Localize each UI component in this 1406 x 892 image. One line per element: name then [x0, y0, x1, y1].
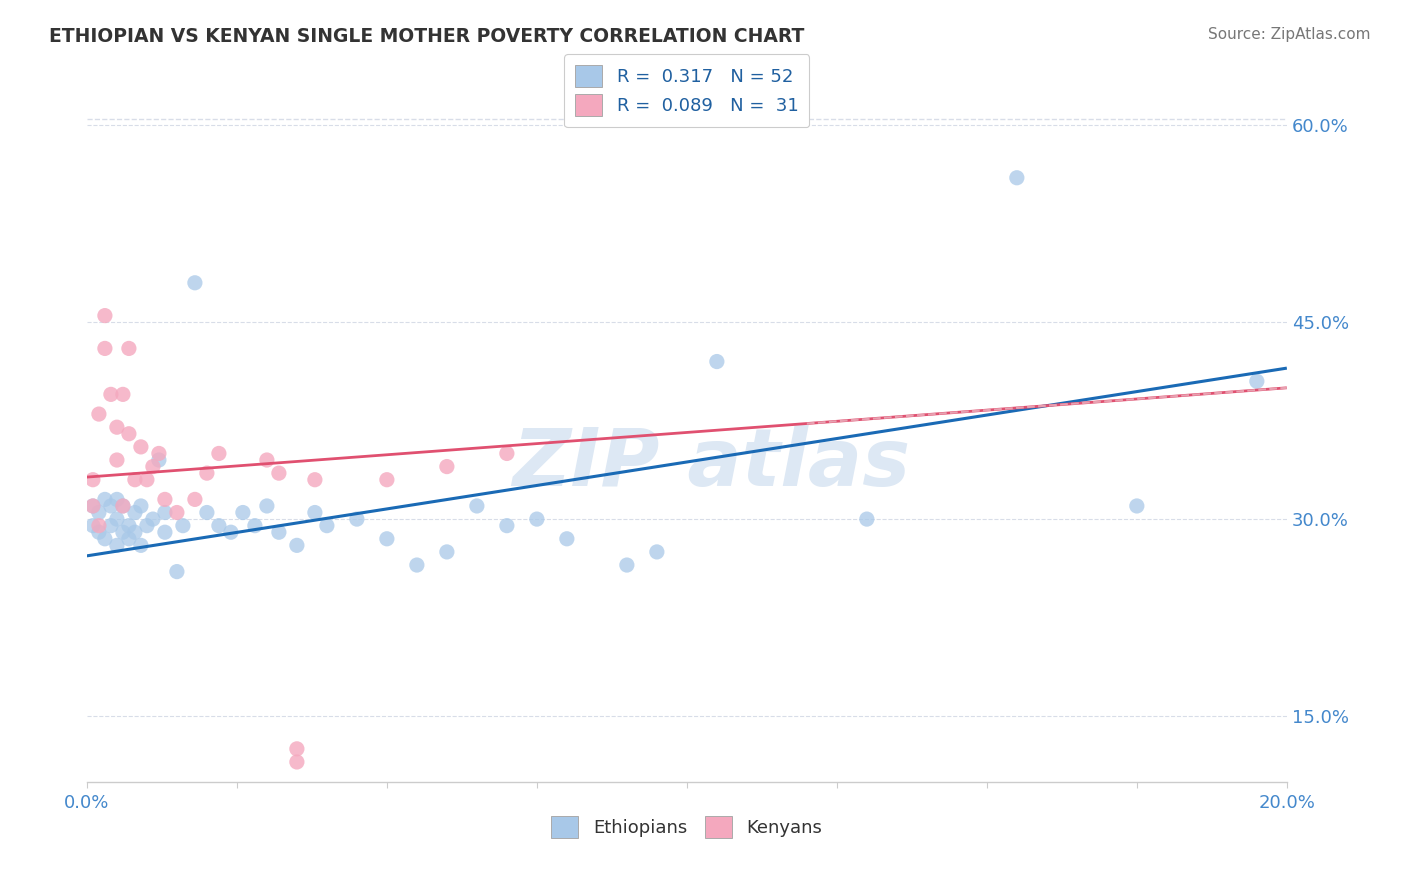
Point [105, 492, 128, 507]
Point [267, 466, 290, 480]
Point [94, 309, 117, 323]
Point [148, 453, 170, 467]
Legend: Ethiopians, Kenyans: Ethiopians, Kenyans [544, 808, 830, 845]
Point [208, 518, 231, 533]
Point [118, 426, 141, 441]
Point [82, 473, 104, 487]
Point [142, 512, 165, 526]
Point [496, 446, 519, 460]
Point [346, 512, 368, 526]
Point [1246, 374, 1268, 388]
Text: ETHIOPIAN VS KENYAN SINGLE MOTHER POVERTY CORRELATION CHART: ETHIOPIAN VS KENYAN SINGLE MOTHER POVERT… [49, 27, 804, 45]
Point [87, 525, 110, 540]
Point [135, 473, 157, 487]
Point [856, 512, 879, 526]
Point [166, 506, 188, 520]
Point [124, 525, 146, 540]
Point [153, 506, 176, 520]
Point [135, 518, 157, 533]
Point [105, 453, 128, 467]
Point [706, 354, 728, 368]
Point [616, 558, 638, 572]
Point [118, 518, 141, 533]
Text: ZIP atlas: ZIP atlas [512, 425, 910, 503]
Point [232, 506, 254, 520]
Point [118, 342, 141, 356]
Point [1005, 170, 1028, 185]
Point [406, 558, 429, 572]
Point [129, 538, 152, 552]
Point [87, 407, 110, 421]
Point [100, 499, 122, 513]
Point [166, 565, 188, 579]
Point [256, 453, 278, 467]
Point [118, 532, 141, 546]
Point [172, 518, 194, 533]
Point [436, 459, 458, 474]
Point [256, 499, 278, 513]
Point [111, 525, 134, 540]
Point [267, 525, 290, 540]
Point [124, 506, 146, 520]
Point [285, 538, 308, 552]
Point [129, 499, 152, 513]
Point [105, 538, 128, 552]
Point [94, 492, 117, 507]
Point [304, 506, 326, 520]
Point [195, 506, 218, 520]
Point [94, 342, 117, 356]
Point [436, 545, 458, 559]
Point [111, 499, 134, 513]
Point [375, 532, 398, 546]
Point [184, 276, 207, 290]
Point [148, 446, 170, 460]
Point [82, 499, 104, 513]
Point [184, 492, 207, 507]
Point [526, 512, 548, 526]
Point [465, 499, 488, 513]
Point [124, 473, 146, 487]
Point [105, 420, 128, 434]
Point [304, 473, 326, 487]
Point [87, 518, 110, 533]
Point [82, 499, 104, 513]
Text: Source: ZipAtlas.com: Source: ZipAtlas.com [1208, 27, 1371, 42]
Point [82, 518, 104, 533]
Point [315, 518, 337, 533]
Point [496, 518, 519, 533]
Point [142, 459, 165, 474]
Point [285, 755, 308, 769]
Point [555, 532, 578, 546]
Point [129, 440, 152, 454]
Point [153, 492, 176, 507]
Point [1126, 499, 1149, 513]
Point [243, 518, 266, 533]
Point [375, 473, 398, 487]
Point [100, 387, 122, 401]
Point [87, 506, 110, 520]
Point [208, 446, 231, 460]
Point [285, 742, 308, 756]
Point [645, 545, 668, 559]
Point [100, 518, 122, 533]
Point [105, 512, 128, 526]
Point [219, 525, 242, 540]
Point [94, 532, 117, 546]
Point [195, 466, 218, 480]
Point [111, 387, 134, 401]
Point [153, 525, 176, 540]
Point [111, 499, 134, 513]
